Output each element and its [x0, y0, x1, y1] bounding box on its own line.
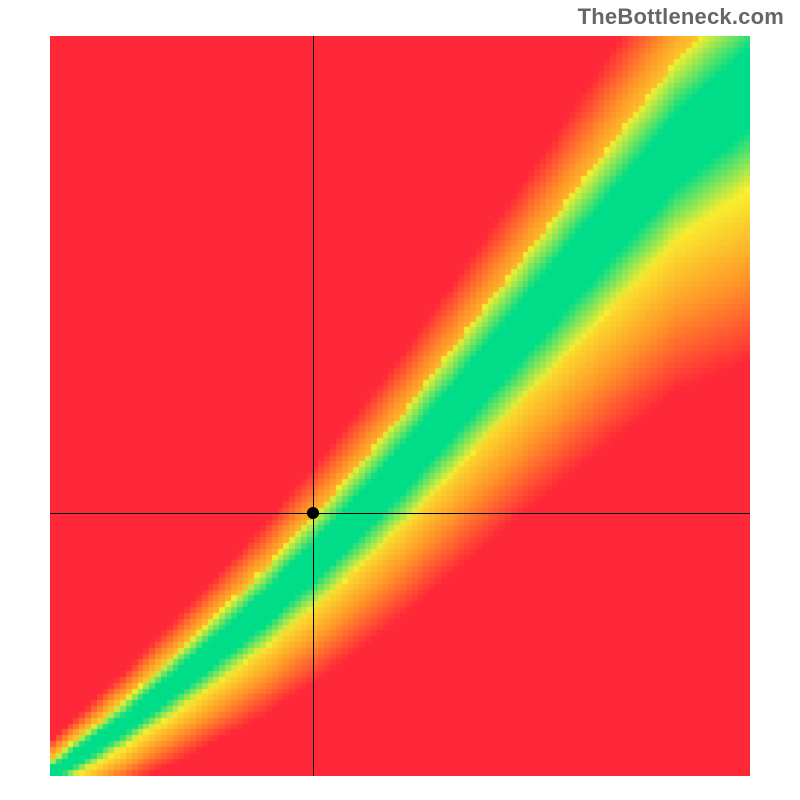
crosshair-horizontal	[50, 513, 750, 514]
watermark-text: TheBottleneck.com	[578, 4, 784, 30]
heatmap-canvas	[50, 36, 750, 776]
crosshair-marker	[307, 507, 319, 519]
plot-area	[50, 36, 750, 776]
chart-container: TheBottleneck.com	[0, 0, 800, 800]
crosshair-vertical	[313, 36, 314, 776]
